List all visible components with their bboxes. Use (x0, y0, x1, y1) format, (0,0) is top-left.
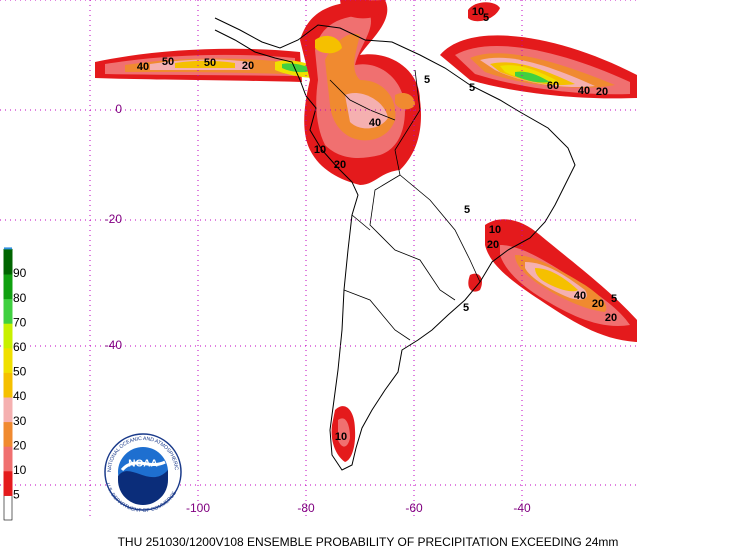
colorbar-swatch (3, 322, 13, 349)
contour-label: 10 (335, 431, 347, 443)
contour-label: 5 (469, 82, 475, 94)
area-andes-amazon (300, 0, 421, 185)
lat-label: -40 (105, 338, 123, 352)
contour-label: 40 (369, 117, 381, 129)
colorbar-label: 50 (13, 365, 27, 379)
colorbar-swatch (3, 470, 13, 496)
contour-label: 60 (547, 80, 559, 92)
area-pacific-band (95, 48, 318, 82)
contour-label: 40 (574, 290, 586, 302)
contour-label: 50 (162, 56, 174, 68)
lat-label: 0 (115, 102, 122, 116)
lon-label: -60 (405, 501, 423, 515)
contour-label: 20 (596, 86, 608, 98)
area-south-atlantic (485, 219, 637, 342)
lon-label: -40 (513, 501, 531, 515)
contour-label: 5 (424, 74, 430, 86)
area-patagonia (331, 406, 356, 462)
colorbar-swatch (3, 248, 13, 275)
area-small (340, 0, 500, 292)
colorbar-swatch (3, 298, 13, 324)
contour-label: 10 (314, 144, 326, 156)
contour-label: 20 (242, 60, 254, 72)
coastline (214, 17, 576, 471)
probability-areas (95, 0, 637, 462)
contour-label: 50 (204, 57, 216, 69)
colorbar-top (4, 247, 12, 250)
lon-label: -80 (297, 501, 315, 515)
colorbar-label: 5 (13, 488, 20, 502)
lat-label: -20 (105, 212, 123, 226)
contour-label: 40 (578, 85, 590, 97)
contour-label: 10 (472, 6, 484, 18)
contour-label: 5 (463, 302, 469, 314)
contour-label: 40 (137, 61, 149, 73)
colorbar-label: 10 (13, 463, 27, 477)
borders (329, 69, 481, 341)
contour-label: 5 (611, 293, 617, 305)
lon-label: -100 (186, 501, 210, 515)
colorbar-label: 30 (13, 414, 27, 428)
colorbar: 5 10 20 30 40 50 60 70 80 90 (3, 247, 27, 521)
colorbar-label: 70 (13, 315, 27, 329)
colorbar-label: 40 (13, 389, 27, 403)
area-north-atlantic (440, 35, 637, 99)
contour-label: 10 (489, 224, 501, 236)
grid: -100 -80 -60 -40 0 -20 -40 (0, 0, 638, 518)
contour-label: 20 (487, 239, 499, 251)
colorbar-swatch (3, 273, 13, 300)
logo-wave (118, 470, 168, 505)
colorbar-swatch (3, 421, 13, 447)
contour-label: 20 (605, 312, 617, 324)
colorbar-swatch (3, 445, 13, 472)
colorbar-label: 90 (13, 266, 27, 280)
colorbar-label: 20 (13, 438, 27, 452)
colorbar-swatch (3, 371, 13, 398)
colorbar-swatch (3, 396, 13, 423)
contour-label: 20 (592, 298, 604, 310)
colorbar-label: 80 (13, 291, 27, 305)
logo-name: NOAA (128, 459, 157, 470)
colorbar-bottom (3, 495, 13, 521)
colorbar-swatch (3, 347, 13, 373)
contour-label: 5 (464, 204, 470, 216)
contour-label: 20 (334, 159, 346, 171)
colorbar-label: 60 (13, 340, 27, 354)
contour-label: 5 (483, 12, 489, 24)
logo-gull (120, 460, 166, 472)
caption: THU 251030/1200V108 ENSEMBLE PROBABILITY… (118, 535, 619, 549)
